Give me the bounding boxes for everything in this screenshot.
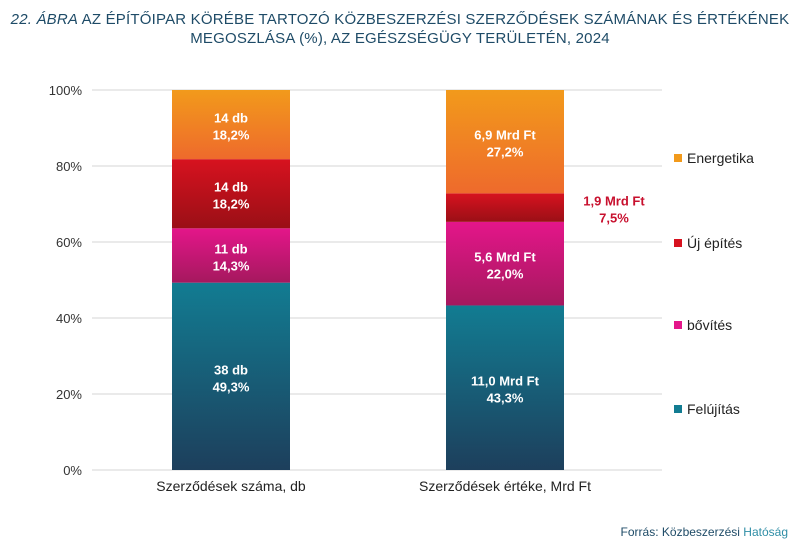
data-labels: 38 db 49,3% 11 db 14,3% 14 db 18,2% 14 db 18,2%… bbox=[213, 111, 646, 406]
chart-title: 22. ÁBRA AZ ÉPÍTŐIPAR KÖRÉBE TARTOZÓ KÖZ… bbox=[0, 10, 800, 48]
bar-segment bbox=[172, 159, 290, 229]
data-label: 11,0 Mrd Ft bbox=[471, 374, 540, 389]
bar-segment bbox=[446, 90, 564, 194]
bar-segment bbox=[172, 228, 290, 283]
data-label: 6,9 Mrd Ft bbox=[474, 128, 536, 143]
bar-segment bbox=[446, 305, 564, 470]
data-label: 22,0% bbox=[487, 267, 524, 282]
x-tick-label: Szerződések száma, db bbox=[156, 478, 306, 494]
x-tick-label: Szerződések értéke, Mrd Ft bbox=[419, 478, 591, 494]
bar-segment bbox=[446, 193, 564, 222]
y-axis-ticks: 0% 20% 40% 60% 80% 100% bbox=[49, 83, 83, 478]
data-label: 14,3% bbox=[213, 258, 250, 273]
source-note: Forrás: Közbeszerzési Hatóság bbox=[621, 525, 788, 539]
title-line-2: MEGOSZLÁSA (%), AZ EGÉSZSÉGÜGY TERÜLETÉN… bbox=[190, 30, 610, 47]
y-tick-label: 60% bbox=[56, 235, 82, 250]
legend-swatch bbox=[674, 405, 682, 413]
y-tick-label: 40% bbox=[56, 311, 82, 326]
legend-swatch bbox=[674, 239, 682, 247]
y-tick-label: 0% bbox=[63, 463, 82, 478]
data-label: 1,9 Mrd Ft bbox=[583, 194, 645, 209]
legend-label: bővítés bbox=[687, 317, 732, 333]
y-tick-label: 100% bbox=[49, 83, 83, 98]
data-label: 7,5% bbox=[599, 211, 629, 226]
legend-label: Felújítás bbox=[687, 401, 740, 417]
data-label: 5,6 Mrd Ft bbox=[474, 250, 536, 265]
bar-segment bbox=[172, 282, 290, 470]
source-org-2: Hatóság bbox=[743, 525, 788, 539]
bars bbox=[172, 90, 564, 470]
legend-swatch bbox=[674, 154, 682, 162]
data-label: 14 db bbox=[214, 111, 248, 126]
legend: Felújítás bővítés Új építés Energetika bbox=[674, 150, 754, 417]
data-label: 38 db bbox=[214, 362, 248, 377]
data-label: 11 db bbox=[214, 241, 247, 256]
bar-segment bbox=[446, 221, 564, 306]
data-label: 27,2% bbox=[487, 145, 524, 160]
data-label: 18,2% bbox=[213, 197, 250, 212]
source-label: Forrás: bbox=[620, 525, 659, 539]
y-tick-label: 20% bbox=[56, 387, 82, 402]
data-label: 18,2% bbox=[213, 128, 250, 143]
bar-segment bbox=[172, 90, 290, 160]
figure-number: 22. ÁBRA bbox=[10, 11, 79, 28]
legend-label: Új építés bbox=[687, 235, 742, 251]
data-label: 14 db bbox=[214, 180, 248, 195]
y-tick-label: 80% bbox=[56, 159, 82, 174]
legend-label: Energetika bbox=[687, 150, 754, 166]
data-label: 49,3% bbox=[213, 379, 250, 394]
legend-swatch bbox=[674, 321, 682, 329]
x-axis-labels: Szerződések száma, db Szerződések értéke,… bbox=[156, 478, 591, 494]
source-org: Közbeszerzési bbox=[661, 525, 740, 539]
title-line-1: AZ ÉPÍTŐIPAR KÖRÉBE TARTOZÓ KÖZBESZERZÉS… bbox=[81, 11, 790, 28]
data-label: 43,3% bbox=[487, 391, 524, 406]
